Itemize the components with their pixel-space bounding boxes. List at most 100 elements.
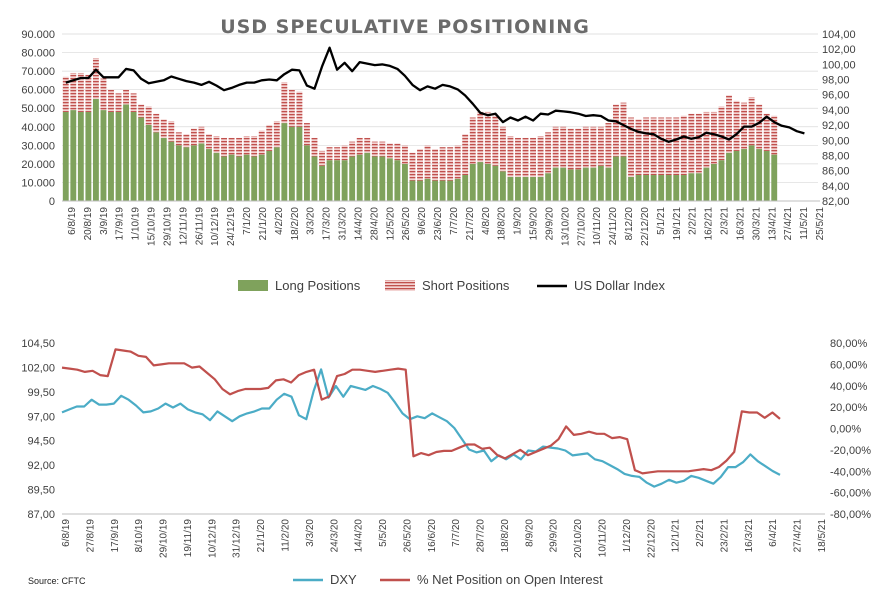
top-x-tick: 29/9/20 bbox=[544, 207, 555, 241]
bottom-x-tick: 18/8/20 bbox=[500, 519, 511, 553]
long-position-bar bbox=[371, 156, 378, 201]
short-position-bar bbox=[545, 132, 552, 174]
short-position-bar bbox=[650, 117, 657, 176]
long-position-bar bbox=[145, 124, 152, 201]
long-position-bar bbox=[515, 176, 521, 201]
bottom-x-tick: 10/12/19 bbox=[207, 519, 218, 558]
long-position-bar bbox=[605, 167, 612, 201]
bottom-x-tick: 8/10/19 bbox=[134, 519, 145, 553]
short-position-bar bbox=[108, 89, 114, 112]
long-position-bar bbox=[198, 143, 205, 201]
long-position-bar bbox=[417, 180, 423, 201]
short-position-bar bbox=[763, 113, 770, 151]
bottom-left-tick: 87,00 bbox=[27, 509, 55, 521]
short-position-bar bbox=[658, 117, 665, 176]
short-position-bar bbox=[710, 111, 717, 164]
long-position-bar bbox=[115, 111, 122, 201]
short-position-bar bbox=[643, 117, 650, 176]
short-position-bar bbox=[748, 97, 755, 146]
long-position-bar bbox=[92, 98, 99, 201]
top-right-tick: 100,00 bbox=[822, 59, 856, 71]
top-left-tick: 50.000 bbox=[21, 103, 55, 115]
bottom-x-tick: 20/10/20 bbox=[573, 519, 584, 558]
long-position-bar bbox=[273, 147, 280, 201]
long-position-bar bbox=[62, 111, 69, 201]
bottom-x-tick: 26/5/20 bbox=[402, 519, 413, 553]
short-position-bar bbox=[183, 134, 190, 148]
short-position-bar bbox=[575, 128, 582, 170]
long-position-bar bbox=[236, 156, 243, 201]
short-position-bar bbox=[560, 126, 567, 168]
short-position-bar bbox=[590, 126, 597, 168]
top-x-tick: 2/2/21 bbox=[688, 207, 699, 235]
bottom-right-tick: 0,00% bbox=[830, 424, 861, 436]
short-position-bar bbox=[417, 149, 423, 181]
bottom-x-tick: 27/8/19 bbox=[85, 519, 96, 553]
bottom-left-tick: 102,00 bbox=[21, 362, 55, 374]
long-position-bar bbox=[484, 163, 491, 201]
top-chart-right-axis: 82,00 84,00 86,00 88,00 90,00 92,00 94,00 96,00… bbox=[822, 29, 856, 208]
short-position-bar bbox=[673, 117, 680, 176]
long-position-bar bbox=[168, 141, 175, 201]
long-position-bar bbox=[228, 154, 235, 201]
short-position-bar bbox=[175, 132, 182, 146]
short-position-bar bbox=[613, 104, 619, 157]
long-position-bar bbox=[665, 175, 672, 201]
long-position-bar bbox=[710, 163, 717, 201]
bottom-x-tick: 19/11/19 bbox=[183, 519, 194, 558]
long-position-bar bbox=[597, 165, 604, 201]
top-left-tick: 0 bbox=[49, 196, 55, 208]
short-position-bar bbox=[92, 58, 99, 99]
bottom-x-tick: 6/8/19 bbox=[61, 519, 72, 547]
bottom-x-tick: 6/4/21 bbox=[768, 519, 779, 547]
short-position-bar bbox=[665, 117, 672, 176]
long-position-bar bbox=[160, 137, 167, 201]
long-position-bar bbox=[386, 158, 393, 201]
top-x-tick: 12/11/19 bbox=[178, 207, 189, 246]
long-position-bar bbox=[748, 145, 755, 201]
top-left-tick: 70.000 bbox=[21, 66, 55, 78]
top-x-tick: 28/4/20 bbox=[369, 207, 380, 241]
short-position-bar bbox=[401, 145, 408, 164]
top-x-tick: 21/1/20 bbox=[258, 207, 269, 241]
bottom-x-tick: 31/12/19 bbox=[232, 519, 243, 558]
short-position-bar bbox=[718, 106, 725, 161]
bottom-right-tick: -60,00% bbox=[830, 488, 871, 500]
short-position-bar bbox=[296, 91, 303, 127]
bottom-chart-x-axis: 6/8/19 27/8/19 17/9/19 8/10/19 29/10/19 19/11… bbox=[61, 513, 828, 558]
long-position-bar bbox=[364, 152, 371, 201]
long-position-bar bbox=[190, 145, 197, 201]
short-position-bar bbox=[364, 137, 371, 153]
bottom-chart-left-axis: 87,00 89,50 92,00 94,50 97,00 99,50 102,00 104,… bbox=[21, 338, 55, 521]
bottom-x-tick: 11/2/20 bbox=[280, 519, 291, 552]
legend-long-swatch bbox=[238, 280, 268, 291]
long-position-bar bbox=[304, 145, 310, 201]
bottom-x-tick: 14/4/20 bbox=[354, 519, 365, 553]
top-x-tick: 13/4/21 bbox=[767, 207, 778, 241]
bottom-x-tick: 23/2/21 bbox=[719, 519, 730, 553]
short-position-bar bbox=[334, 147, 341, 161]
bottom-x-tick: 28/7/20 bbox=[476, 519, 487, 553]
long-position-bar bbox=[70, 110, 77, 201]
bottom-x-tick: 12/1/21 bbox=[671, 519, 682, 553]
top-x-tick: 13/10/20 bbox=[560, 207, 571, 246]
long-position-bar bbox=[469, 163, 476, 201]
short-position-bar bbox=[703, 111, 710, 168]
long-position-bar bbox=[123, 104, 130, 201]
usd-index-line bbox=[65, 46, 805, 143]
top-right-tick: 86,00 bbox=[822, 166, 850, 178]
long-position-bar bbox=[251, 156, 258, 201]
bottom-x-tick: 29/10/19 bbox=[159, 519, 170, 558]
short-position-bar bbox=[432, 149, 439, 181]
short-position-bar bbox=[273, 121, 280, 148]
bottom-x-tick: 24/3/20 bbox=[329, 519, 340, 553]
short-position-bar bbox=[281, 82, 288, 124]
short-position-bar bbox=[386, 143, 393, 159]
bottom-left-tick: 99,50 bbox=[27, 387, 55, 399]
long-position-bar bbox=[477, 162, 484, 201]
long-position-bar bbox=[258, 154, 265, 201]
long-position-bar bbox=[613, 156, 619, 201]
short-position-bar bbox=[507, 136, 514, 177]
short-position-bar bbox=[266, 124, 273, 151]
short-position-bar bbox=[620, 102, 627, 157]
